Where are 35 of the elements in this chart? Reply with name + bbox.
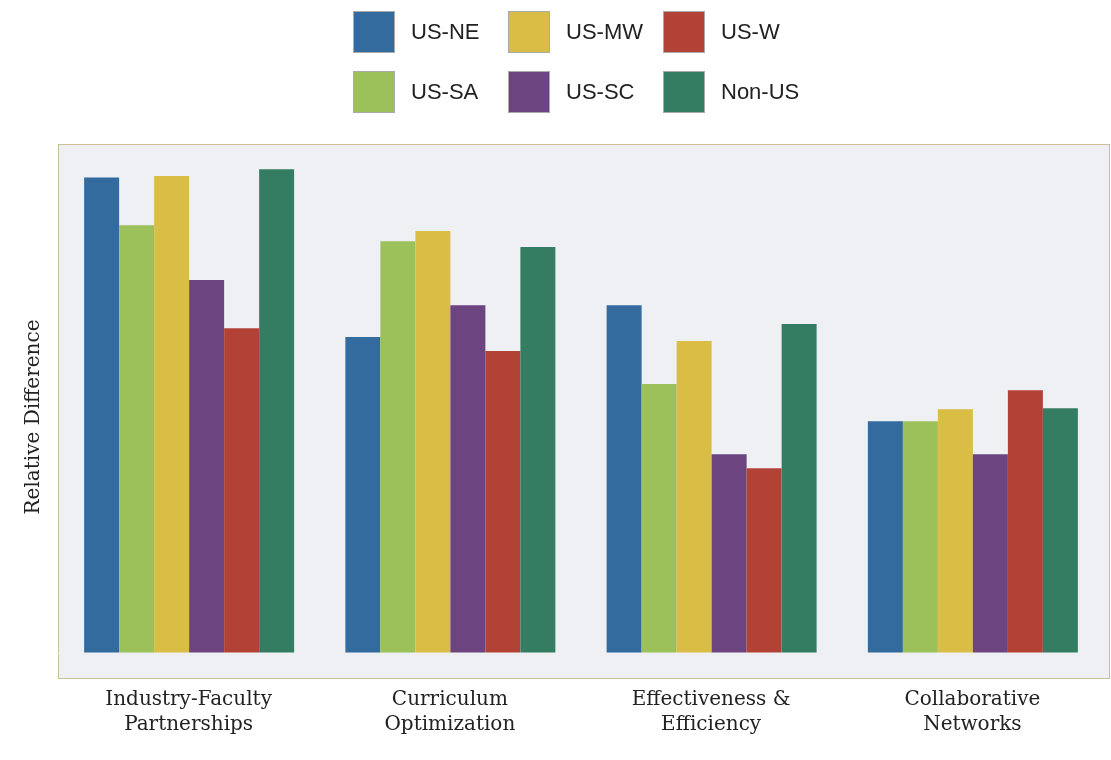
bar xyxy=(972,454,1008,653)
x-tick-label: Collaborative Networks xyxy=(904,686,1041,735)
legend-label: US-NE xyxy=(411,19,480,45)
bar xyxy=(1042,408,1078,653)
bar xyxy=(380,241,416,653)
y-axis-title: Relative Difference xyxy=(20,319,44,515)
bar xyxy=(711,454,747,653)
bar xyxy=(189,279,225,653)
bar xyxy=(450,305,486,653)
bar xyxy=(259,169,295,653)
bar xyxy=(520,247,556,653)
bar xyxy=(485,351,521,653)
bar xyxy=(641,384,677,653)
bar xyxy=(746,468,782,653)
bar xyxy=(119,225,155,653)
bar xyxy=(606,305,642,653)
legend-label: US-MW xyxy=(566,19,643,45)
legend-label: Non-US xyxy=(721,79,800,105)
x-tick-label: Effectiveness & Efficiency xyxy=(631,686,791,735)
bar xyxy=(781,324,817,653)
bar xyxy=(937,409,973,653)
bar xyxy=(676,340,712,653)
x-tick-label: Curriculum Optimization xyxy=(384,686,516,735)
legend-label: US-W xyxy=(721,19,780,45)
bar xyxy=(867,421,903,653)
bar xyxy=(902,421,938,653)
bar xyxy=(345,337,381,653)
bar xyxy=(224,328,260,653)
legend-label: US-SA xyxy=(411,79,479,105)
x-tick-label: Industry-Faculty Partnerships xyxy=(105,686,273,735)
bar xyxy=(154,175,190,653)
bar xyxy=(84,177,120,653)
bar xyxy=(1007,390,1043,653)
bar xyxy=(415,231,451,653)
legend-label: US-SC xyxy=(566,79,635,105)
